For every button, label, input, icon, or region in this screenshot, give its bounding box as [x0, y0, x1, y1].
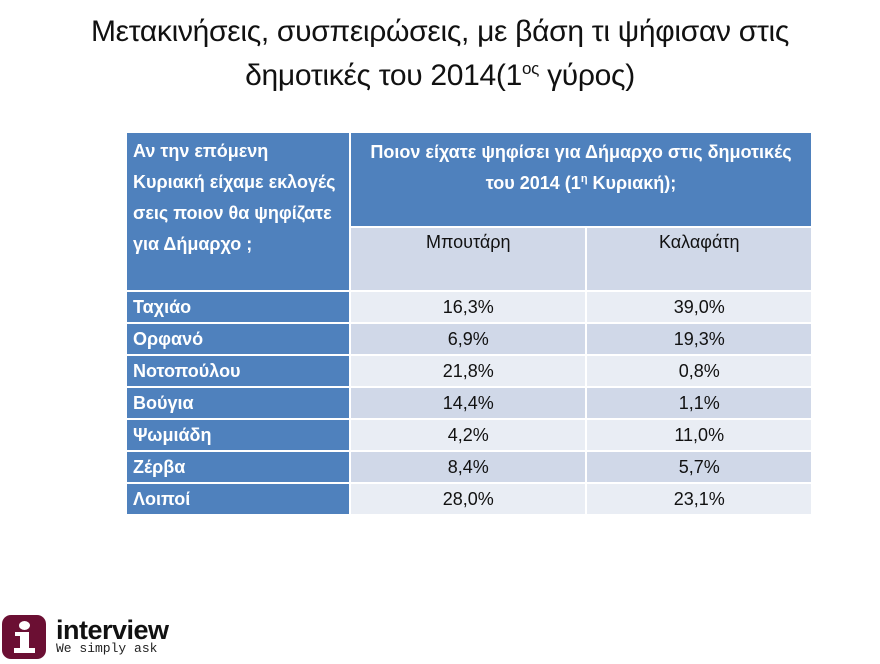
table-row: Λοιποί 28,0% 23,1%	[125, 482, 813, 516]
cell-value: 39,0%	[585, 290, 813, 324]
logo-text: interview We simply ask	[56, 615, 169, 656]
column-header-kalafatis: Καλαφάτη	[585, 226, 813, 292]
row-label: Βούγια	[125, 386, 351, 420]
slide-title: Μετακινήσεις, συσπειρώσεις, με βάση τι ψ…	[0, 10, 880, 98]
column-header-boutaris: Μπουτάρη	[348, 226, 588, 292]
cell-value: 0,8%	[585, 354, 813, 388]
title-line-2: δημοτικές του 2014(1ος γύρος)	[0, 54, 880, 98]
title-line-2-main: δημοτικές του 2014(1	[245, 59, 522, 92]
info-i-icon	[2, 615, 46, 659]
question-header-sup: η	[580, 173, 588, 185]
logo-slogan: We simply ask	[56, 641, 158, 656]
question-header-end: Κυριακή);	[587, 173, 677, 193]
row-label: Ταχιάο	[125, 290, 351, 324]
title-line-1: Μετακινήσεις, συσπειρώσεις, με βάση τι ψ…	[90, 15, 790, 48]
interview-logo: interview We simply ask	[2, 615, 169, 659]
question-header: Ποιον είχατε ψηφίσει για Δήμαρχο στις δη…	[349, 131, 813, 228]
row-label: Λοιποί	[125, 482, 351, 516]
cell-value: 28,0%	[348, 482, 588, 516]
cell-value: 14,4%	[348, 386, 588, 420]
cell-value: 11,0%	[585, 418, 813, 452]
table-row: Ταχιάο 16,3% 39,0%	[125, 290, 813, 324]
table-row: Ψωμιάδη 4,2% 11,0%	[125, 418, 813, 452]
cell-value: 4,2%	[348, 418, 588, 452]
corner-header: Αν την επόμενη Κυριακή είχαμε εκλογές σε…	[125, 131, 351, 292]
cell-value: 5,7%	[585, 450, 813, 484]
table-row: Ζέρβα 8,4% 5,7%	[125, 450, 813, 484]
crosstab-table: Αν την επόμενη Κυριακή είχαμε εκλογές σε…	[125, 131, 813, 516]
question-header-main: Ποιον είχατε ψηφίσει για Δήμαρχο στις δη…	[370, 142, 792, 193]
cell-value: 16,3%	[348, 290, 588, 324]
title-line-2-end: γύρος)	[539, 59, 635, 92]
table-row: Ορφανό 6,9% 19,3%	[125, 322, 813, 356]
row-label: Νοτοπούλου	[125, 354, 351, 388]
cell-value: 1,1%	[585, 386, 813, 420]
row-label: Ψωμιάδη	[125, 418, 351, 452]
cell-value: 21,8%	[348, 354, 588, 388]
cell-value: 19,3%	[585, 322, 813, 356]
row-label: Ορφανό	[125, 322, 351, 356]
cell-value: 23,1%	[585, 482, 813, 516]
title-superscript: ος	[521, 59, 540, 78]
cell-value: 8,4%	[348, 450, 588, 484]
table-row: Βούγια 14,4% 1,1%	[125, 386, 813, 420]
table-row: Νοτοπούλου 21,8% 0,8%	[125, 354, 813, 388]
row-label: Ζέρβα	[125, 450, 351, 484]
logo-brand: interview	[56, 615, 169, 645]
cell-value: 6,9%	[348, 322, 588, 356]
